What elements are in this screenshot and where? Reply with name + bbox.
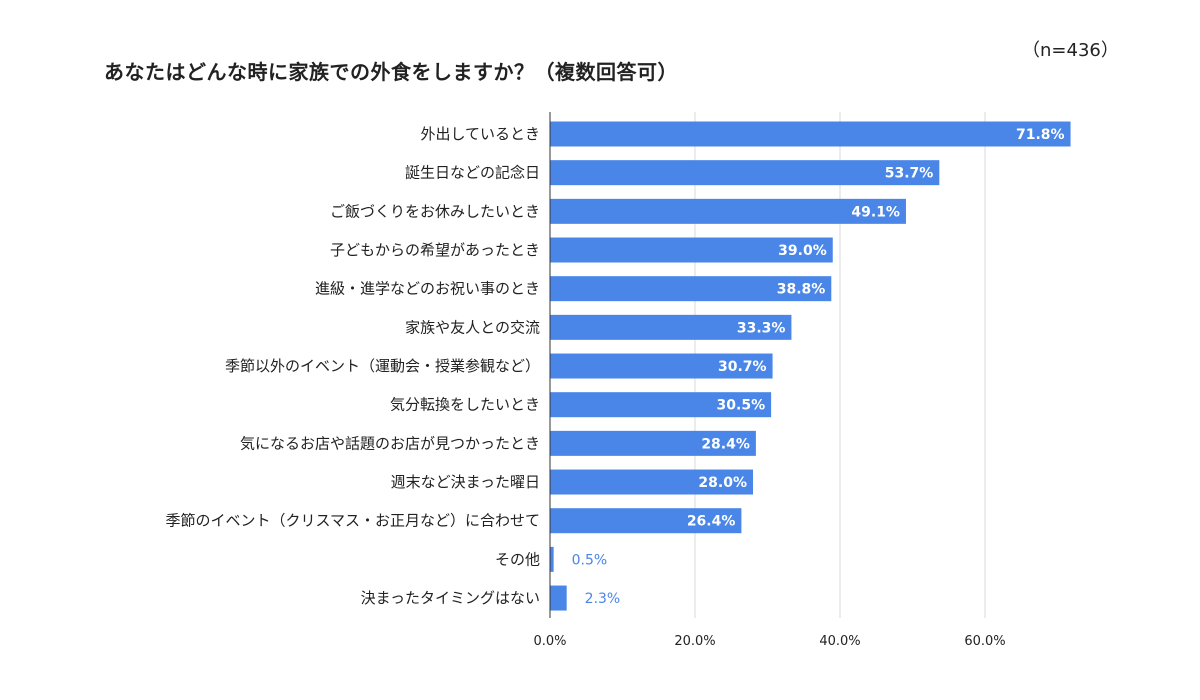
category-label: 週末など決まった曜日 xyxy=(391,473,540,491)
bar xyxy=(550,392,772,418)
category-label: 気になるお店や話題のお店が見つかったとき xyxy=(240,434,540,452)
data-label: 30.5% xyxy=(717,398,766,414)
category-label: 外出しているとき xyxy=(420,125,540,143)
bar xyxy=(550,237,833,263)
sample-size-note: （n=436） xyxy=(1022,40,1119,61)
category-label: 誕生日などの記念日 xyxy=(405,164,540,182)
data-label: 28.0% xyxy=(698,475,747,491)
data-label: 2.3% xyxy=(585,591,621,607)
x-tick-label: 0.0% xyxy=(533,634,566,649)
category-label: 家族や友人との交流 xyxy=(405,318,540,336)
category-label: ご飯づくりをお休みしたいとき xyxy=(330,202,540,220)
category-label: 子どもからの希望があったとき xyxy=(330,241,540,259)
data-label: 49.1% xyxy=(851,204,900,220)
bar xyxy=(550,546,554,572)
category-label: その他 xyxy=(495,550,540,568)
category-label: 決まったタイミングはない xyxy=(361,589,540,607)
category-label: 進級・進学などのお祝い事のとき xyxy=(315,280,540,298)
x-tick-label: 60.0% xyxy=(964,634,1005,649)
bar xyxy=(550,585,567,611)
x-tick-label: 20.0% xyxy=(674,634,715,649)
bar xyxy=(550,160,940,186)
x-tick-label: 40.0% xyxy=(819,634,860,649)
bar xyxy=(550,508,742,534)
bar xyxy=(550,469,753,495)
bar xyxy=(550,353,773,379)
data-label: 33.3% xyxy=(737,320,786,336)
data-label: 39.0% xyxy=(778,243,827,259)
data-label: 71.8% xyxy=(1016,127,1065,143)
bar xyxy=(550,198,906,224)
bar xyxy=(550,121,1071,147)
data-label: 30.7% xyxy=(718,359,767,375)
data-label: 38.8% xyxy=(777,282,826,298)
chart-title: あなたはどんな時に家族での外食をしますか？（複数回答可） xyxy=(104,60,678,84)
bar xyxy=(550,430,756,456)
bar xyxy=(550,276,832,302)
category-label: 季節のイベント（クリスマス・お正月など）に合わせて xyxy=(165,512,540,530)
category-label: 気分転換をしたいとき xyxy=(390,396,540,414)
category-label: 季節以外のイベント（運動会・授業参観など） xyxy=(225,357,540,375)
bar xyxy=(550,314,792,340)
data-label: 28.4% xyxy=(701,436,750,452)
data-label: 0.5% xyxy=(572,552,608,568)
data-label: 26.4% xyxy=(687,514,736,530)
data-label: 53.7% xyxy=(885,166,934,182)
